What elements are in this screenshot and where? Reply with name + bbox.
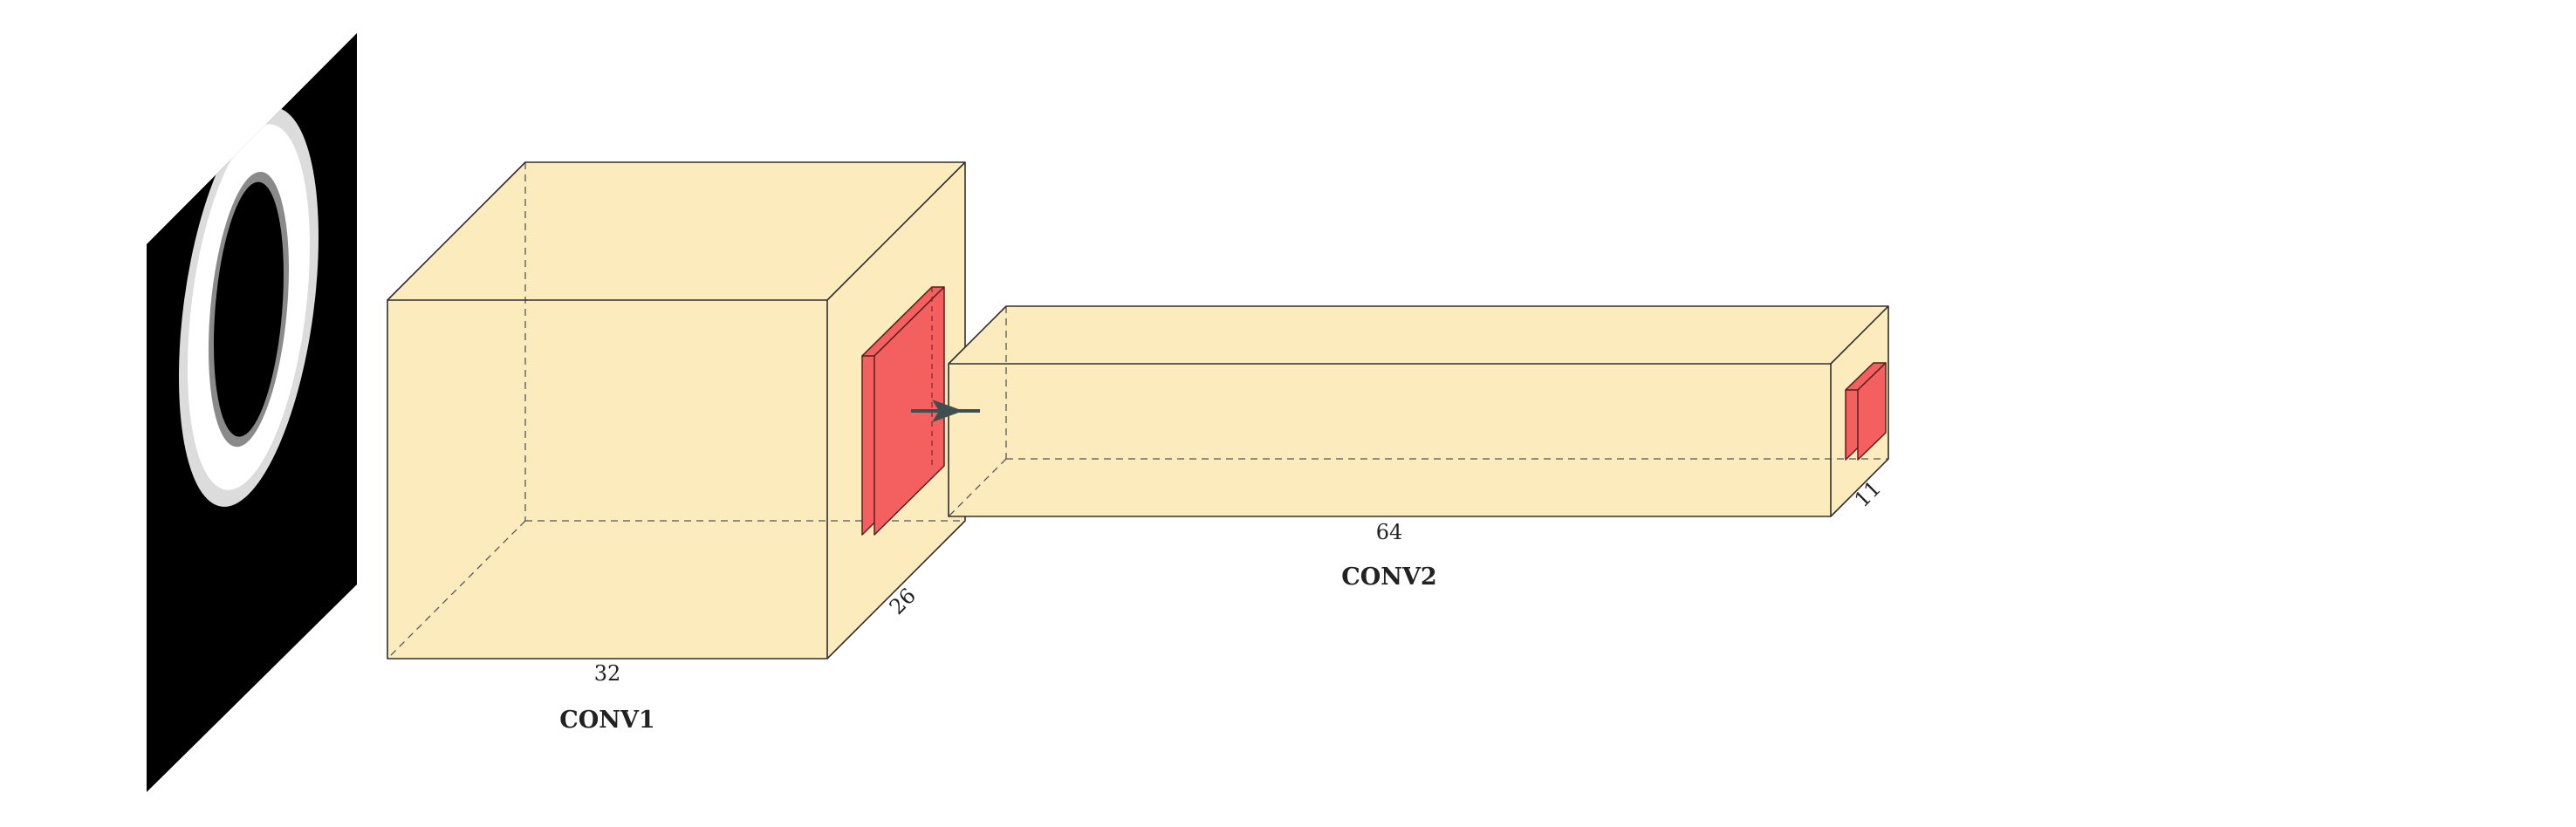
conv2-outline (948, 305, 1889, 517)
conv1-front-face (387, 300, 827, 659)
conv1-title: CONV1 (559, 707, 654, 734)
conv2-title: CONV2 (1341, 564, 1436, 591)
conv2-kernel-right (1857, 362, 1887, 461)
mnist-digit-zero-icon (179, 107, 319, 507)
conv2-kernel (1845, 362, 1887, 461)
arrow-right-icon (911, 400, 980, 422)
conv1-kernel-right (874, 286, 945, 536)
conv1-kernel (861, 286, 945, 536)
conv1-outline (387, 161, 966, 660)
input-image (147, 33, 357, 792)
conv1-top-face (387, 162, 965, 300)
conv2-hidden-edges (948, 306, 1888, 517)
conv2-block: 64 11 CONV2 (948, 305, 1889, 591)
conv2-width-label: 64 (1376, 520, 1403, 544)
conv2-front-face (949, 364, 1831, 516)
conv1-width-label: 32 (594, 661, 621, 686)
conv2-top-face (949, 306, 1888, 364)
conv1-block: 32 26 CONV1 (387, 161, 966, 734)
conv1-hidden-edges (387, 162, 965, 660)
